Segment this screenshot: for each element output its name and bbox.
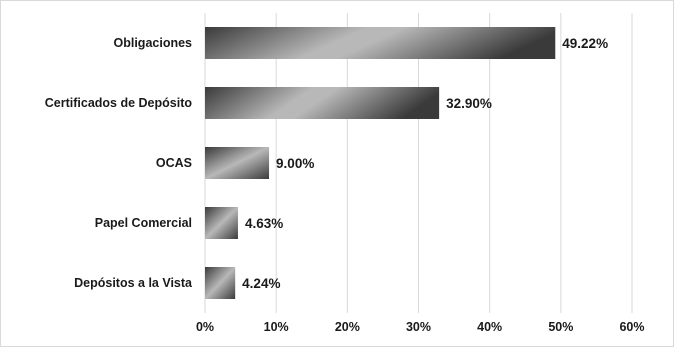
x-tick-label: 30%	[406, 320, 431, 334]
category-label: Obligaciones	[114, 36, 193, 50]
x-tick-label: 50%	[548, 320, 573, 334]
bar	[205, 87, 440, 119]
x-tick-label: 20%	[335, 320, 360, 334]
data-label: 4.24%	[242, 276, 280, 291]
x-tick-label: 60%	[619, 320, 644, 334]
data-label: 4.63%	[245, 216, 283, 231]
labels: 0% 10% 20% 30% 40% 50% 60% Obligaciones 49.22% Ce…	[45, 36, 645, 334]
category-label: Certificados de Depósito	[45, 96, 193, 110]
data-label: 32.90%	[446, 96, 492, 111]
bars	[205, 27, 556, 299]
bar	[205, 147, 270, 179]
category-label: OCAS	[156, 156, 192, 170]
x-tick-label: 0%	[196, 320, 214, 334]
bar	[205, 27, 556, 59]
bar	[205, 207, 238, 239]
x-tick-label: 10%	[264, 320, 289, 334]
data-label: 9.00%	[276, 156, 314, 171]
data-label: 49.22%	[562, 36, 608, 51]
bar	[205, 267, 236, 299]
x-tick-label: 40%	[477, 320, 502, 334]
category-label: Depósitos a la Vista	[74, 276, 193, 290]
gridlines	[204, 13, 633, 313]
category-label: Papel Comercial	[95, 216, 192, 230]
